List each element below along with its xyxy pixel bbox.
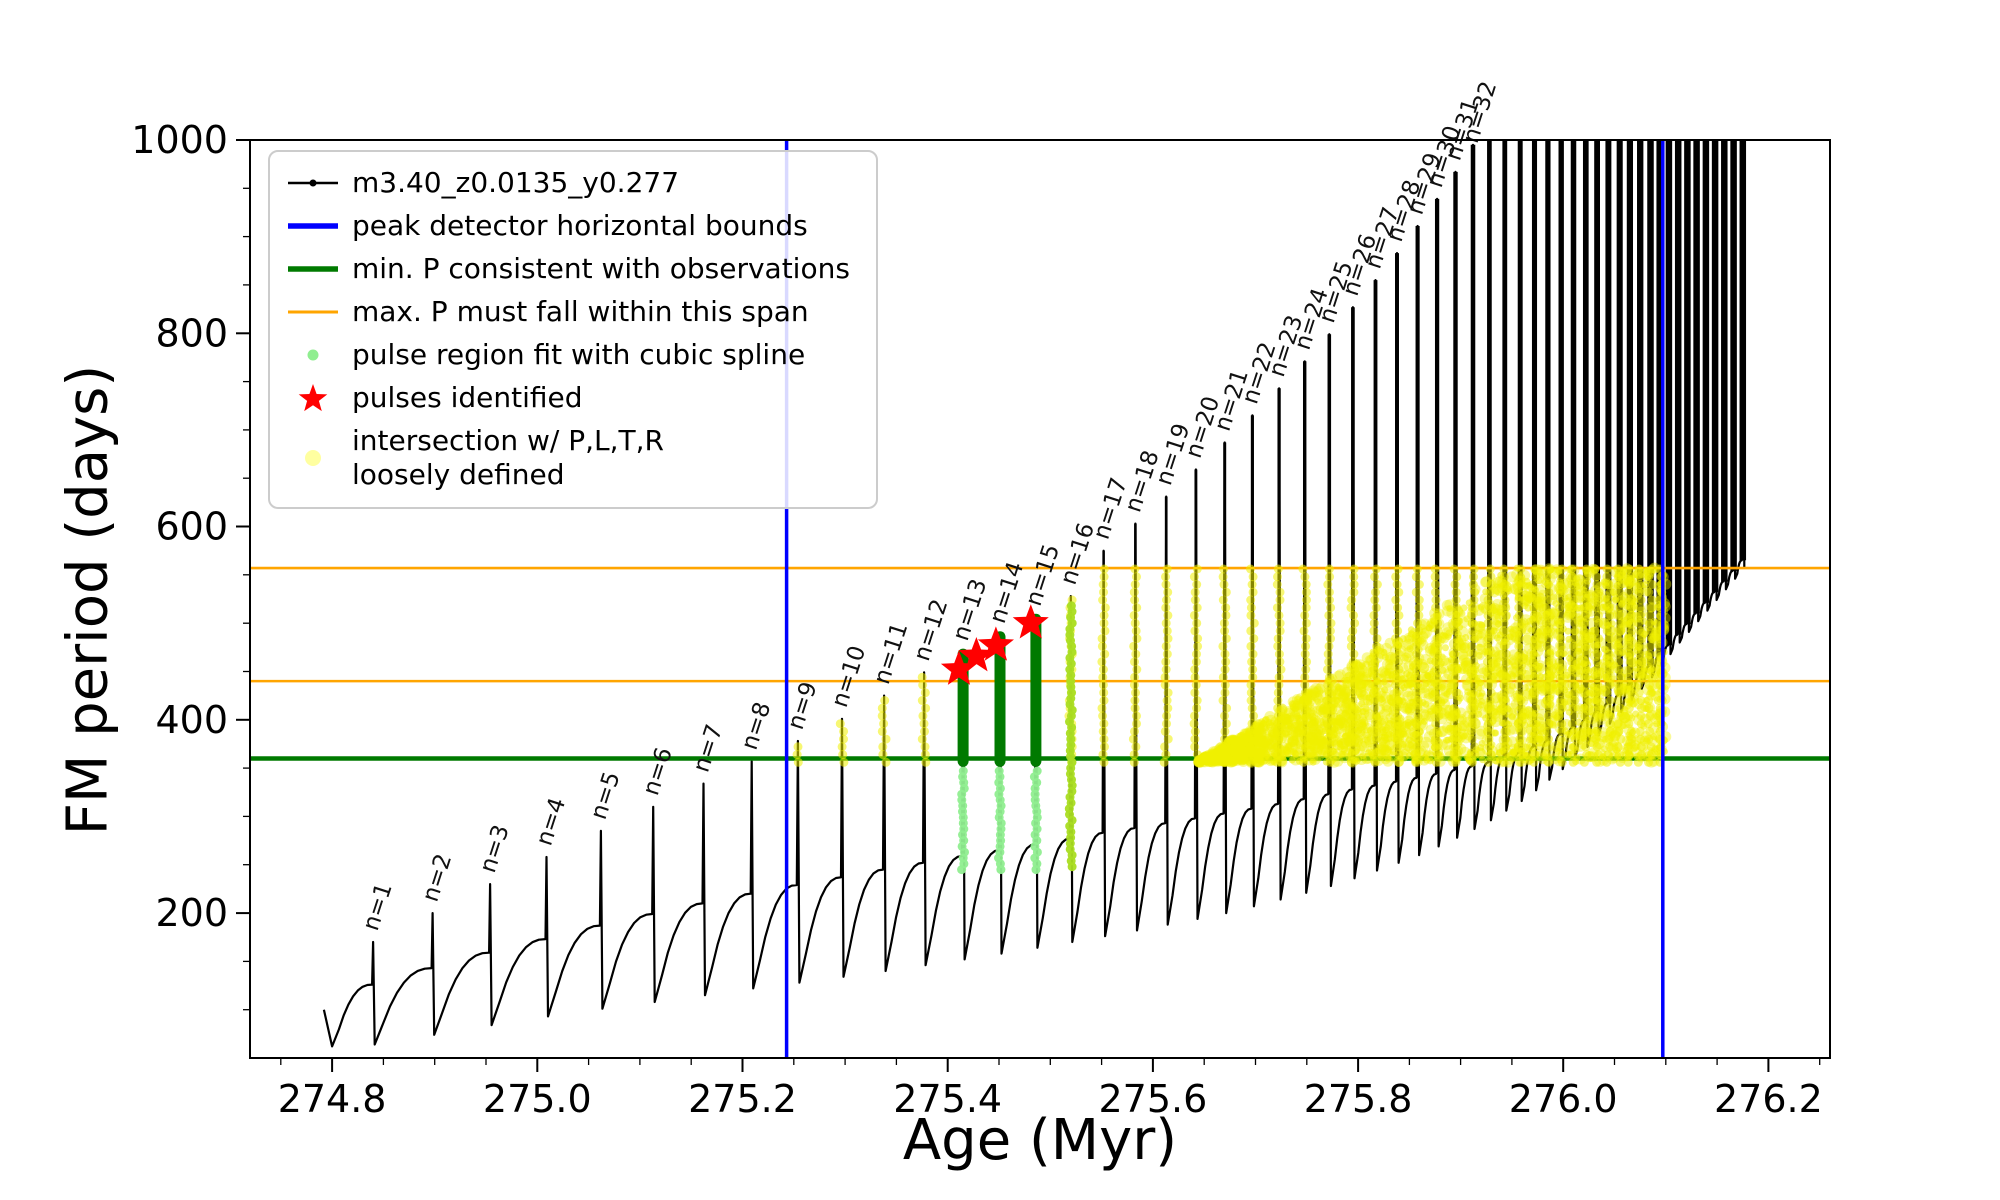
legend-label: pulses identified — [352, 381, 583, 415]
thick-line-marker-icon — [286, 252, 340, 286]
pulse-label: n=10 — [827, 643, 871, 711]
legend-item: pulse region fit with cubic spline — [286, 338, 850, 372]
pulse-label: n=5 — [586, 769, 626, 823]
pulse-label: n=1 — [358, 880, 398, 934]
intersection-scatter — [792, 562, 1672, 768]
star-marker-icon — [286, 381, 340, 415]
legend-label: max. P must fall within this span — [352, 295, 809, 329]
legend-item: max. P must fall within this span — [286, 295, 850, 329]
x-tick-label: 276.0 — [1509, 1077, 1618, 1121]
x-tick-label: 275.6 — [1099, 1077, 1208, 1121]
x-tick-label: 276.2 — [1714, 1077, 1823, 1121]
legend-label: pulse region fit with cubic spline — [352, 338, 806, 372]
y-tick-label: 400 — [155, 698, 228, 742]
line-dot-marker-icon — [286, 166, 340, 200]
spline-dot — [1032, 766, 1042, 776]
dot-marker-icon — [286, 338, 340, 372]
pulse-label: n=4 — [531, 795, 571, 849]
spline-dot — [994, 766, 1004, 776]
pulse-label: n=3 — [475, 822, 515, 876]
greenyellow-dot — [1066, 601, 1076, 611]
pulse-label: n=13 — [948, 576, 992, 644]
x-tick-label: 275.8 — [1304, 1077, 1413, 1121]
x-tick-label: 275.2 — [688, 1077, 797, 1121]
legend-label: intersection w/ P,L,T,R loosely defined — [352, 424, 664, 491]
legend-item: min. P consistent with observations — [286, 252, 850, 286]
pulse-star-icon — [940, 650, 977, 685]
pulse-star-icon — [1012, 604, 1049, 639]
x-tick-label: 274.8 — [278, 1077, 387, 1121]
y-tick-label: 600 — [155, 505, 228, 549]
pulse-label: n=6 — [638, 745, 678, 799]
pulse-label: n=7 — [688, 721, 728, 775]
pulse-star-icon — [958, 637, 995, 672]
plot-frame — [249, 139, 1831, 1059]
pulse-label: n=9 — [783, 679, 823, 733]
y-axis-label: FM period (days) — [55, 364, 121, 836]
pulse-label: n=12 — [909, 596, 953, 664]
line-marker-icon — [286, 295, 340, 329]
legend-label: m3.40_z0.0135_y0.277 — [352, 166, 680, 200]
legend-item: m3.40_z0.0135_y0.277 — [286, 166, 850, 200]
y-tick-label: 800 — [155, 311, 228, 355]
legend-label: peak detector horizontal bounds — [352, 209, 808, 243]
pulse-label: n=2 — [418, 851, 458, 905]
legend-item: peak detector horizontal bounds — [286, 209, 850, 243]
pulse-label: n=11 — [869, 619, 913, 687]
y-tick-label: 1000 — [131, 118, 228, 162]
x-axis-label: Age (Myr) — [902, 1108, 1178, 1173]
x-tick-label: 275.4 — [893, 1077, 1002, 1121]
spline-dot — [958, 766, 968, 776]
legend-item: intersection w/ P,L,T,R loosely defined — [286, 424, 850, 491]
pulse-label: n=8 — [737, 699, 777, 753]
thick-line-marker-icon — [286, 209, 340, 243]
pulse-star-icon — [977, 626, 1014, 661]
legend-label: min. P consistent with observations — [352, 252, 850, 286]
plot-area — [250, 140, 1830, 1058]
legend-item: pulses identified — [286, 381, 850, 415]
x-tick-label: 275.0 — [483, 1077, 592, 1121]
dot-marker-icon — [286, 441, 340, 475]
y-tick-label: 200 — [155, 891, 228, 935]
